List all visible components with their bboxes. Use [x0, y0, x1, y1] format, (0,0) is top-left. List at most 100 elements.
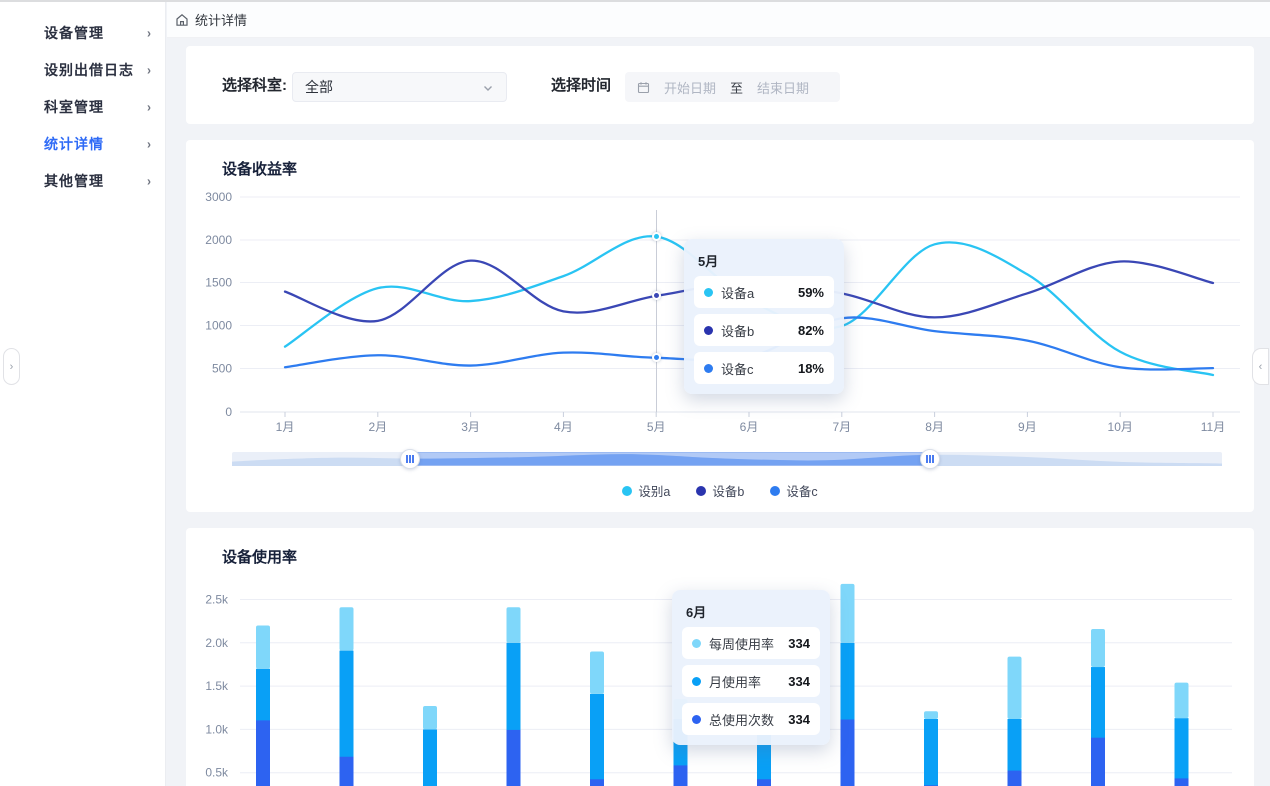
- tooltip-row: 每周使用率 334: [682, 627, 820, 659]
- tooltip-row-label: 每周使用率: [709, 636, 775, 652]
- tooltip-row: 月使用率 334: [682, 665, 820, 697]
- svg-text:500: 500: [212, 362, 232, 376]
- chevron-right-icon: ›: [147, 61, 151, 78]
- svg-text:1.0k: 1.0k: [205, 722, 229, 736]
- revenue-chart-legend: 设别a 设备b 设备c: [186, 481, 1254, 500]
- crosshair-line: [656, 210, 658, 412]
- monthly-usage-dot-icon: [692, 676, 701, 686]
- revenue-line-chart-canvas[interactable]: 0 500 1000 1500 2000 3000 1月 2月 3月 4月 5月 6月 7月 8月 9月 10…: [186, 140, 1254, 512]
- sidebar-item-statistics[interactable]: 统计详情 ›: [0, 125, 165, 162]
- svg-text:1.5k: 1.5k: [205, 679, 229, 693]
- svg-text:8月: 8月: [925, 420, 944, 434]
- usage-bar-chart-canvas[interactable]: 0.5k 1.0k 1.5k 2.0k 2.5k: [186, 528, 1254, 786]
- tooltip-month: 5月: [698, 254, 719, 269]
- chevron-right-icon: ›: [147, 98, 151, 115]
- svg-text:2月: 2月: [368, 420, 387, 434]
- handle-grip-icon: [929, 455, 931, 463]
- tooltip-row-label: 设备a: [721, 285, 755, 301]
- legend-label: 设备c: [786, 485, 818, 499]
- legend-item-a[interactable]: 设别a: [622, 481, 670, 500]
- chevron-down-icon: [484, 86, 492, 91]
- crosshair-point-b: [651, 291, 661, 301]
- filter-panel: 选择科室: 全部 选择时间 开始日期 至 结束日期: [186, 46, 1254, 124]
- start-date-input[interactable]: 开始日期: [664, 80, 717, 96]
- svg-text:4月: 4月: [554, 420, 573, 434]
- sidebar-item-other-management[interactable]: 其他管理 ›: [0, 162, 165, 199]
- date-range-separator: 至: [730, 80, 744, 96]
- datazoom-right-handle[interactable]: [920, 449, 940, 469]
- tooltip-row: 总使用次数 334: [682, 703, 820, 735]
- tooltip-row: 设备b 82%: [694, 314, 834, 346]
- series-a-dot-icon: [704, 287, 713, 297]
- legend-label: 设别a: [638, 485, 671, 499]
- datazoom-data-shadow: [232, 454, 1222, 466]
- crosshair-point-c: [651, 353, 661, 363]
- svg-text:0: 0: [225, 405, 232, 419]
- datazoom-selected-range[interactable]: [410, 452, 930, 466]
- expand-panel-button[interactable]: ›: [3, 348, 20, 385]
- tooltip-row-value: 334: [788, 635, 810, 651]
- series-b-dot-icon: [704, 325, 713, 335]
- svg-text:5月: 5月: [647, 420, 666, 434]
- sidebar-item-label: 设别出借日志: [44, 61, 134, 78]
- tooltip-month: 6月: [686, 605, 707, 620]
- sidebar-item-department-management[interactable]: 科室管理 ›: [0, 88, 165, 125]
- collapse-panel-button[interactable]: ‹: [1252, 348, 1269, 385]
- svg-text:2.0k: 2.0k: [205, 636, 229, 650]
- chevron-right-icon: ›: [147, 172, 151, 189]
- department-filter-label: 选择科室:: [222, 77, 287, 94]
- legend-dot-icon: [696, 485, 707, 496]
- datazoom-left-handle[interactable]: [400, 449, 420, 469]
- datazoom-slider[interactable]: [232, 449, 1222, 469]
- svg-text:6月: 6月: [740, 420, 759, 434]
- chevron-left-icon: ‹: [1258, 360, 1263, 373]
- date-range-picker[interactable]: 开始日期 至 结束日期: [625, 72, 840, 102]
- tooltip-row-label: 设备c: [721, 361, 754, 377]
- legend-dot-icon: [622, 485, 633, 496]
- chevron-right-icon: ›: [9, 360, 14, 373]
- end-date-input[interactable]: 结束日期: [757, 80, 810, 96]
- sidebar-item-lending-log[interactable]: 设别出借日志 ›: [0, 51, 165, 88]
- tooltip-row-label: 总使用次数: [709, 712, 775, 728]
- svg-text:10月: 10月: [1108, 420, 1133, 434]
- sidebar: 设备管理 › 设别出借日志 › 科室管理 › 统计详情 › 其他管理 ›: [0, 2, 166, 786]
- tooltip-row-value: 334: [788, 673, 810, 689]
- legend-label: 设备b: [712, 485, 745, 499]
- tooltip-row-value: 82%: [797, 322, 824, 338]
- tooltip-row-value: 59%: [797, 284, 824, 300]
- svg-text:2.5k: 2.5k: [205, 593, 229, 607]
- sidebar-item-label: 科室管理: [44, 98, 104, 115]
- tooltip-row-value: 18%: [797, 360, 824, 376]
- svg-text:11月: 11月: [1201, 420, 1225, 434]
- tooltip-row-value: 334: [788, 711, 810, 727]
- svg-text:1000: 1000: [205, 319, 232, 333]
- chevron-right-icon: ›: [147, 24, 151, 41]
- home-icon: [176, 13, 188, 26]
- time-filter-label: 选择时间: [551, 77, 612, 94]
- svg-text:3000: 3000: [205, 190, 232, 204]
- department-select-value: 全部: [305, 79, 333, 95]
- svg-text:7月: 7月: [832, 420, 851, 434]
- total-usage-dot-icon: [692, 714, 701, 724]
- usage-chart-card: 设备使用率 0.5k 1.0k 1.5k 2.0k 2.5k 6月 每周使用率 334 …: [186, 528, 1254, 786]
- svg-text:0.5k: 0.5k: [205, 766, 229, 780]
- handle-grip-icon: [409, 455, 411, 463]
- sidebar-item-label: 其他管理: [44, 172, 104, 189]
- weekly-usage-dot-icon: [692, 638, 701, 648]
- revenue-chart-title: 设备收益率: [222, 161, 298, 178]
- tooltip-row-label: 月使用率: [709, 674, 762, 690]
- legend-item-b[interactable]: 设备b: [696, 481, 744, 500]
- sidebar-item-device-management[interactable]: 设备管理 ›: [0, 14, 165, 51]
- revenue-chart-card: 设备收益率 0 500 1000 1500 2000 3000 1月 2月 3月 4月 5月 6月 7月…: [186, 140, 1254, 512]
- legend-item-c[interactable]: 设备c: [770, 481, 818, 500]
- department-select[interactable]: 全部: [292, 72, 507, 102]
- svg-text:3月: 3月: [461, 420, 480, 434]
- chevron-right-icon: ›: [147, 135, 151, 152]
- revenue-chart-tooltip: 5月 设备a 59% 设备b 82% 设备c 18%: [684, 239, 844, 394]
- svg-text:1500: 1500: [205, 276, 232, 290]
- calendar-icon: [637, 81, 650, 93]
- breadcrumb[interactable]: 统计详情: [175, 10, 247, 29]
- tooltip-row: 设备a 59%: [694, 276, 834, 308]
- svg-text:1月: 1月: [276, 420, 295, 434]
